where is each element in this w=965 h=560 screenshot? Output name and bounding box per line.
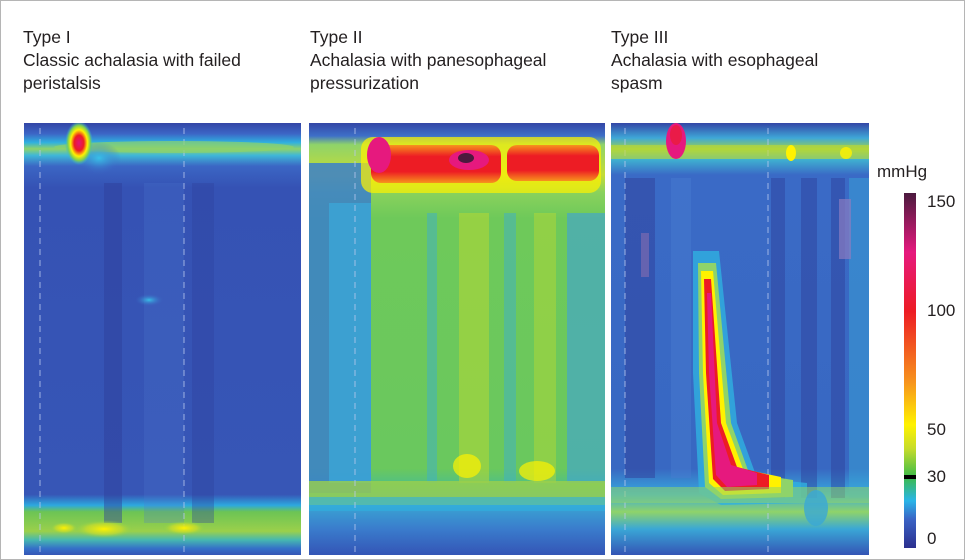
pressure-topography-type3 — [611, 123, 869, 555]
panel-heading-type2: Type II Achalasia with panesophageal pre… — [310, 26, 546, 95]
pressure-topography-type1 — [24, 123, 301, 555]
panel-subtitle: Achalasia with panesophageal — [310, 50, 547, 70]
colorbar-threshold-mark — [904, 475, 916, 479]
colorbar-tick-label: 30 — [927, 467, 946, 486]
pressure-topography-type2 — [309, 123, 605, 555]
panel-subtitle: Classic achalasia with failed — [23, 50, 241, 70]
colorbar-tick-label: 50 — [927, 419, 946, 439]
panel-heading-type1: Type I Classic achalasia with failed per… — [23, 26, 241, 95]
panel-subtitle: pressurization — [310, 73, 419, 93]
colorbar-tick-label: 100 — [927, 301, 956, 321]
colorbar-gradient — [904, 193, 916, 548]
panel-title: Type III — [611, 27, 669, 47]
panel-subtitle: spasm — [611, 73, 663, 93]
panel-title: Type II — [310, 27, 363, 47]
panel-subtitle: peristalsis — [23, 73, 101, 93]
colorbar-tick-label: 150 — [927, 192, 956, 211]
colorbar — [904, 193, 916, 548]
panel-title: Type I — [23, 27, 71, 47]
colorbar-tick-label: 0 — [927, 529, 937, 548]
panel-subtitle: Achalasia with esophageal — [611, 50, 819, 70]
colorbar-unit-label: mmHg — [877, 162, 928, 181]
panel-heading-type3: Type III Achalasia with esophageal spasm — [611, 26, 818, 95]
